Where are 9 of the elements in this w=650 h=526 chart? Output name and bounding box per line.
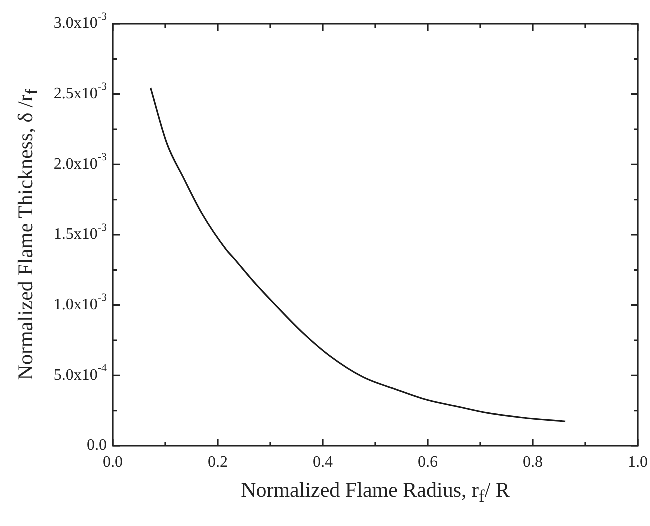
- x-axis-title: Normalized Flame Radius, r$_{f}$/ R: [240, 478, 511, 508]
- x-tick-label: 0.2: [208, 454, 228, 472]
- x-tick-label: 0.8: [523, 454, 543, 472]
- line-series: [150, 87, 566, 422]
- x-tick-label: 0.4: [313, 454, 333, 472]
- x-tick-label: 0.0: [103, 454, 123, 472]
- y-tick-label: 0.0: [87, 437, 107, 454]
- x-tick-label: 0.6: [418, 454, 438, 472]
- x-tick-label: 1.0: [628, 454, 648, 472]
